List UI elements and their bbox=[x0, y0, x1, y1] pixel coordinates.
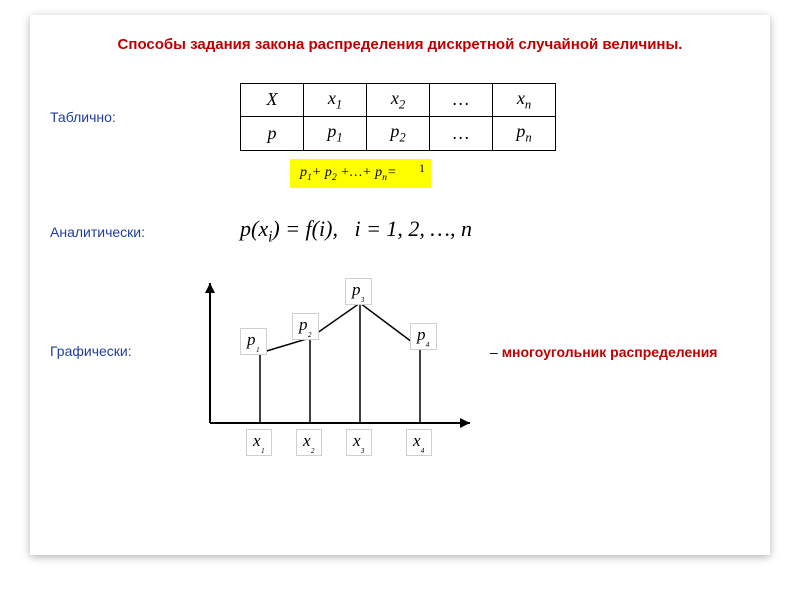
p-label: p₁ bbox=[240, 328, 267, 355]
table-row: p p1 p2 … pn bbox=[241, 117, 556, 151]
sum-result: 1 bbox=[419, 161, 425, 176]
row-sum: p1+ p2 +…+ pn= 1 bbox=[50, 159, 750, 189]
row-graphic: Графически: p₁ x₁ p₂ x₂ p₃ x₃ p₄ x₄ – многоугол… bbox=[50, 273, 750, 463]
cell: p bbox=[241, 117, 304, 151]
sum-box: p1+ p2 +…+ pn= 1 bbox=[290, 159, 431, 189]
cell: p1 bbox=[304, 117, 367, 151]
slide: Способы задания закона распределения дис… bbox=[30, 15, 770, 555]
cell: p2 bbox=[367, 117, 430, 151]
analytic-formula: p(xi) = f(i), i = 1, 2, …, n bbox=[240, 216, 472, 246]
chart-svg bbox=[180, 273, 480, 463]
p-label: p₄ bbox=[410, 323, 437, 350]
cell: xn bbox=[493, 83, 556, 117]
table-row: X x1 x2 … xn bbox=[241, 83, 556, 117]
table-wrapper: X x1 x2 … xn p p1 p2 … pn bbox=[240, 83, 556, 151]
label-graphic: Графически: bbox=[50, 343, 180, 359]
cell: … bbox=[430, 117, 493, 151]
cell: … bbox=[430, 83, 493, 117]
caption-dash: – bbox=[490, 344, 502, 360]
x-label: x₁ bbox=[246, 429, 272, 456]
p-label: p₂ bbox=[292, 313, 319, 340]
sum-formula-text: p1+ p2 +…+ pn= bbox=[300, 165, 396, 180]
label-analytic: Аналитически: bbox=[50, 224, 180, 240]
x-label: x₄ bbox=[406, 429, 432, 456]
distribution-table: X x1 x2 … xn p p1 p2 … pn bbox=[240, 83, 556, 151]
x-label: x₃ bbox=[346, 429, 372, 456]
distribution-polygon-chart: p₁ x₁ p₂ x₂ p₃ x₃ p₄ x₄ bbox=[180, 273, 480, 463]
label-tabular: Таблично: bbox=[50, 109, 180, 125]
row-analytic: Аналитически: p(xi) = f(i), i = 1, 2, …,… bbox=[50, 216, 750, 246]
caption-text: многоугольник распределения bbox=[502, 344, 718, 360]
p-label: p₃ bbox=[345, 278, 372, 305]
sum-formula-box: p1+ p2 +…+ pn= 1 bbox=[290, 159, 431, 189]
x-label: x₂ bbox=[296, 429, 322, 456]
cell: x1 bbox=[304, 83, 367, 117]
row-tabular: Таблично: X x1 x2 … xn p p1 p2 … pn bbox=[50, 83, 750, 151]
cell: x2 bbox=[367, 83, 430, 117]
slide-title: Способы задания закона распределения дис… bbox=[90, 35, 710, 55]
cell: X bbox=[241, 83, 304, 117]
chart-caption: – многоугольник распределения bbox=[490, 343, 717, 361]
cell: pn bbox=[493, 117, 556, 151]
